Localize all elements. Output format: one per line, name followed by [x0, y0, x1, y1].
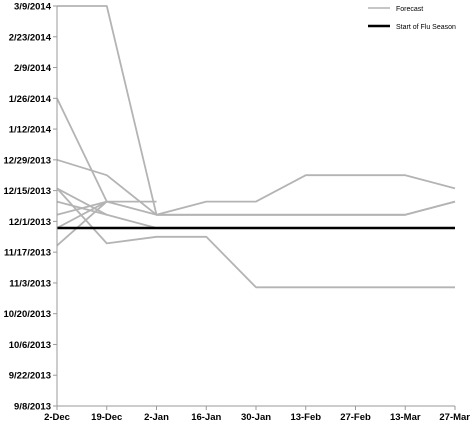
- forecast-line-5: [56, 187, 455, 289]
- y-tick-label: 3/9/2014: [14, 2, 52, 13]
- forecast-line-2: [56, 97, 456, 216]
- y-tick-label: 1/26/2014: [9, 94, 52, 105]
- axis-layer: 9/8/2013 9/22/2013 10/6/2013 10/20/2013 11/3…: [3, 2, 470, 424]
- forecast-line-3: [56, 158, 456, 216]
- x-tick-label: 30-Jan: [241, 412, 271, 423]
- x-tick-label: 2-Dec: [44, 412, 70, 423]
- y-tick-label: 11/3/2013: [9, 278, 51, 289]
- x-tick-label: 27-Feb: [340, 412, 371, 423]
- legend-label-forecast: Forecast: [396, 6, 423, 13]
- x-tick-label: 27-Mar: [439, 412, 470, 423]
- legend: Forecast Start of Flu Season: [368, 6, 456, 31]
- y-tick-label: 9/22/2013: [9, 371, 51, 382]
- x-tick-label: 13-Mar: [390, 412, 421, 423]
- legend-label-flu-season: Start of Flu Season: [396, 24, 456, 31]
- forecast-line-9: [56, 200, 108, 247]
- x-tick-label: 19-Dec: [91, 412, 122, 423]
- forecast-line-8: [56, 200, 108, 229]
- x-tick-label: 16-Jan: [191, 412, 221, 423]
- y-tick-label: 12/29/2013: [3, 155, 51, 166]
- y-tick-label: 2/23/2014: [9, 32, 52, 43]
- series-layer: [56, 5, 456, 289]
- x-tick-label: 2-Jan: [144, 412, 169, 423]
- y-tick-label: 11/17/2013: [4, 248, 51, 259]
- y-tick-label: 12/1/2013: [9, 217, 51, 228]
- y-tick-label: 9/8/2013: [14, 402, 51, 413]
- x-tick-label: 13-Feb: [290, 412, 321, 423]
- y-tick-label: 12/15/2013: [3, 186, 51, 197]
- y-tick-label: 10/20/2013: [3, 309, 51, 320]
- y-tick-label: 10/6/2013: [9, 340, 51, 351]
- y-tick-label: 2/9/2014: [14, 63, 52, 74]
- y-tick-label: 1/12/2014: [9, 125, 52, 136]
